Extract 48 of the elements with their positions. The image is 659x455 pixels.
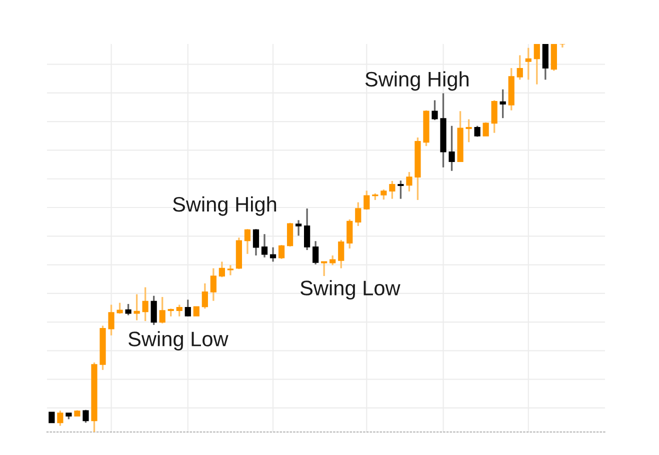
candlestick [176,304,182,318]
candlestick [82,409,89,424]
candlestick [184,298,191,318]
candlestick [295,219,302,237]
candlestick [286,222,294,248]
candlestick [516,54,523,81]
candlestick [57,410,64,427]
candlestick [304,208,310,251]
candlestick [312,240,319,266]
candlestick [380,188,387,200]
candlestick [406,171,412,192]
candlestick [193,306,200,316]
candlestick [134,293,140,322]
candlestick [346,218,353,250]
candlestick [202,282,208,310]
candlestick [466,118,472,143]
candlestick [500,88,506,119]
candlestick [252,228,260,256]
candlestick [482,122,489,137]
candlestick [398,180,404,200]
candlestick [355,201,362,227]
candlestick [244,228,251,255]
candlestick [108,304,114,336]
candlestick [159,296,166,324]
candlestick [525,47,532,81]
candlestick [218,260,225,278]
candlestick [534,44,540,86]
candlestick [48,412,55,424]
candlestick [227,264,234,276]
annotation: Swing Low [128,331,228,351]
candlestick [338,239,344,270]
candlestick [261,233,268,258]
annotation: Swing High [172,196,276,216]
annotation: Swing High [365,71,468,91]
candlestick [448,125,455,172]
candlestick [491,99,498,134]
candlestick [150,294,157,326]
candlestick [330,254,336,266]
candlestick [364,190,370,211]
annotation: Swing Low [300,280,400,300]
candlestick [142,286,148,322]
candlestick [278,244,285,260]
candlestick [559,44,566,48]
candlestick [210,267,216,302]
candlestick [270,246,276,263]
candlestick [125,303,132,316]
candlestick [432,99,438,121]
candlestick [389,180,396,200]
